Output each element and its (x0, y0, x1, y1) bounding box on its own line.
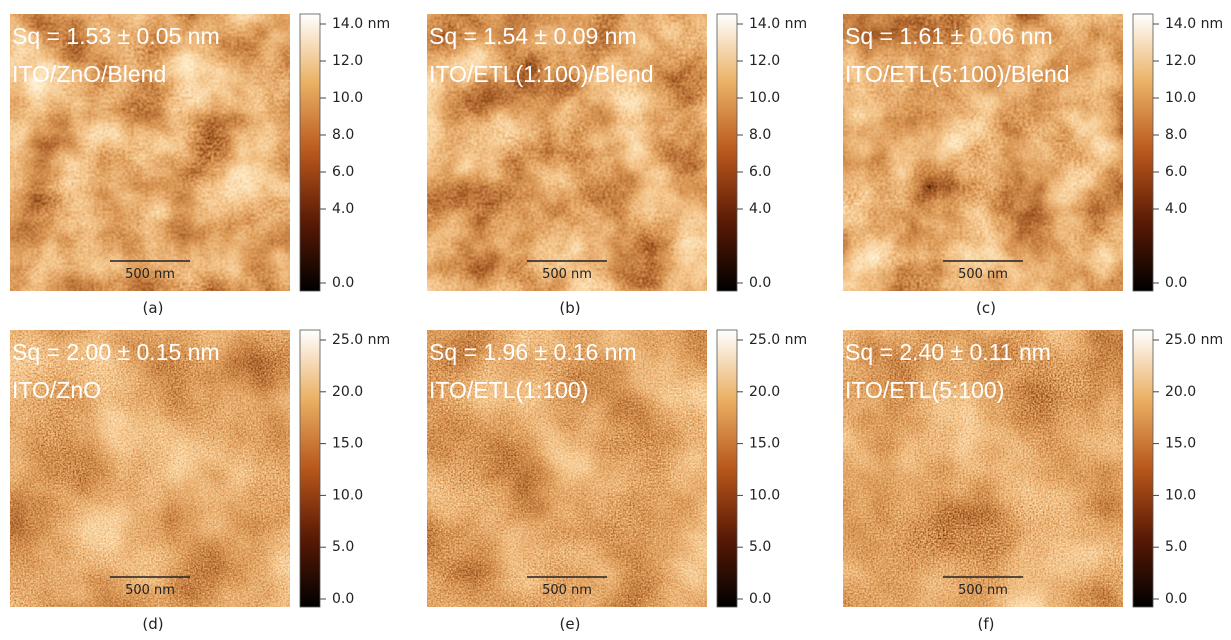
roughness-label: Sq = 1.96 ± 0.16 nm (429, 339, 637, 365)
sample-label: ITO/ETL(1:100)/Blend (429, 61, 654, 87)
colorbar-label: 4.0 (749, 201, 771, 217)
colorbar-label: 6.0 (749, 164, 771, 180)
colorbar-label: 6.0 (1165, 164, 1187, 180)
colorbar (299, 329, 321, 608)
colorbar (716, 13, 738, 292)
panel-label: (d) (142, 615, 163, 633)
colorbar-label: 20.0 (1165, 384, 1196, 400)
panel-label: (f) (978, 615, 995, 633)
roughness-label: Sq = 1.53 ± 0.05 nm (12, 23, 220, 49)
colorbar-label: 15.0 (1165, 436, 1196, 452)
colorbar-label: 5.0 (332, 539, 354, 555)
scale-bar-label: 500 nm (125, 583, 175, 598)
afm-image (10, 330, 290, 607)
colorbar-label: 15.0 (749, 436, 780, 452)
colorbar-label: 5.0 (1165, 539, 1187, 555)
colorbar-label: 25.0 nm (332, 332, 390, 348)
sample-label: ITO/ETL(1:100) (429, 377, 588, 403)
panel-label: (a) (143, 299, 164, 317)
afm-image (843, 14, 1123, 291)
colorbar-label: 4.0 (332, 201, 354, 217)
afm-panel: Sq = 2.00 ± 0.15 nm ITO/ZnO 500 nm 25.0 nm 2… (10, 329, 390, 633)
sample-label: ITO/ZnO/Blend (12, 61, 166, 87)
afm-image (427, 330, 707, 607)
scale-bar-label: 500 nm (542, 583, 592, 598)
panel-label: (b) (559, 299, 580, 317)
colorbar-label: 0.0 (749, 275, 771, 291)
roughness-label: Sq = 1.54 ± 0.09 nm (429, 23, 637, 49)
afm-image (427, 14, 707, 291)
colorbar (1132, 13, 1154, 292)
colorbar-label: 10.0 (749, 90, 780, 106)
afm-image (10, 14, 290, 291)
colorbar-label: 10.0 (332, 90, 363, 106)
colorbar-label: 0.0 (749, 591, 771, 607)
colorbar-label: 4.0 (1165, 201, 1187, 217)
afm-panel: Sq = 1.54 ± 0.09 nm ITO/ETL(1:100)/Blend 5… (427, 13, 807, 317)
afm-panel: Sq = 1.61 ± 0.06 nm ITO/ETL(5:100)/Blend 5… (843, 13, 1223, 317)
colorbar-label: 25.0 nm (1165, 332, 1223, 348)
colorbar-label: 8.0 (749, 127, 771, 143)
colorbar-label: 8.0 (1165, 127, 1187, 143)
colorbar-label: 12.0 (332, 53, 363, 69)
colorbar (716, 329, 738, 608)
colorbar-label: 25.0 nm (749, 332, 807, 348)
colorbar-label: 14.0 nm (1165, 16, 1223, 32)
afm-panel: Sq = 1.53 ± 0.05 nm ITO/ZnO/Blend 500 nm 14… (10, 13, 390, 317)
colorbar (1132, 329, 1154, 608)
afm-panel: Sq = 2.40 ± 0.11 nm ITO/ETL(5:100) 500 nm 2… (843, 329, 1223, 633)
scale-bar-label: 500 nm (958, 583, 1008, 598)
colorbar-label: 15.0 (332, 436, 363, 452)
scale-bar-label: 500 nm (958, 267, 1008, 282)
roughness-label: Sq = 1.61 ± 0.06 nm (845, 23, 1053, 49)
colorbar-label: 6.0 (332, 164, 354, 180)
colorbar-label: 20.0 (749, 384, 780, 400)
colorbar-label: 12.0 (1165, 53, 1196, 69)
sample-label: ITO/ETL(5:100)/Blend (845, 61, 1070, 87)
colorbar-label: 8.0 (332, 127, 354, 143)
colorbar-label: 0.0 (332, 275, 354, 291)
colorbar-label: 12.0 (749, 53, 780, 69)
panel-label: (e) (560, 615, 581, 633)
colorbar-label: 0.0 (1165, 275, 1187, 291)
roughness-label: Sq = 2.00 ± 0.15 nm (12, 339, 220, 365)
colorbar (299, 13, 321, 292)
panel-label: (c) (976, 299, 996, 317)
sample-label: ITO/ETL(5:100) (845, 377, 1004, 403)
roughness-label: Sq = 2.40 ± 0.11 nm (845, 339, 1051, 365)
scale-bar-label: 500 nm (125, 267, 175, 282)
afm-image (843, 330, 1123, 607)
sample-label: ITO/ZnO (12, 377, 101, 403)
colorbar-label: 10.0 (332, 487, 363, 503)
colorbar-label: 0.0 (332, 591, 354, 607)
colorbar-label: 10.0 (1165, 90, 1196, 106)
colorbar-label: 14.0 nm (332, 16, 390, 32)
colorbar-label: 5.0 (749, 539, 771, 555)
afm-panel: Sq = 1.96 ± 0.16 nm ITO/ETL(1:100) 500 nm 2… (427, 329, 807, 633)
colorbar-label: 20.0 (332, 384, 363, 400)
colorbar-label: 0.0 (1165, 591, 1187, 607)
colorbar-label: 14.0 nm (749, 16, 807, 32)
colorbar-label: 10.0 (1165, 487, 1196, 503)
scale-bar-label: 500 nm (542, 267, 592, 282)
colorbar-label: 10.0 (749, 487, 780, 503)
